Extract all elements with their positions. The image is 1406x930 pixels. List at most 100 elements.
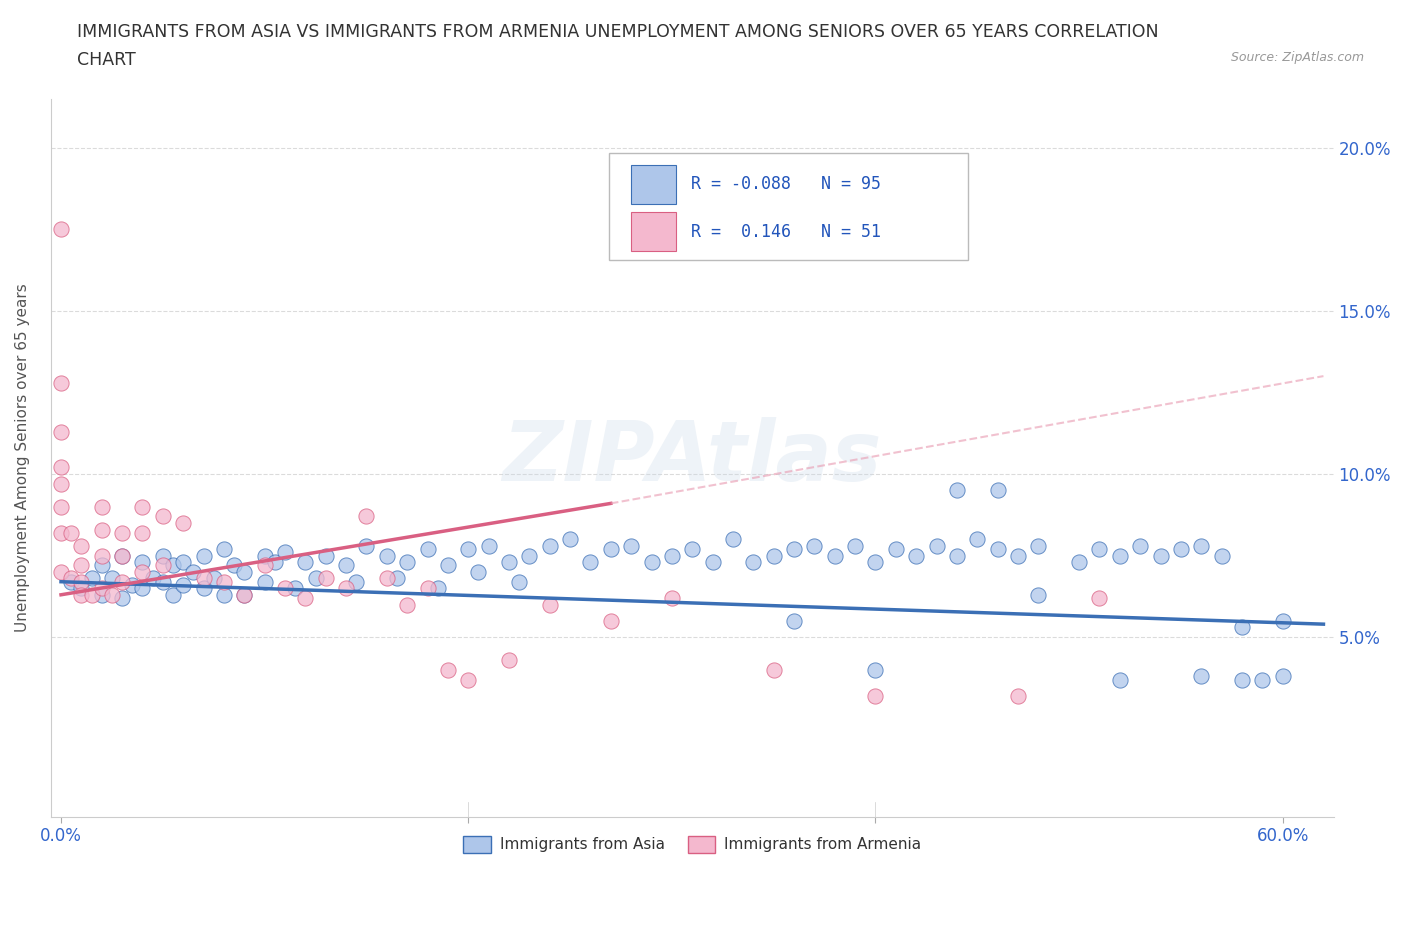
Point: [183, 565, 205, 579]
Point: [131, 525, 153, 540]
Point: [416, 581, 439, 596]
Text: R = -0.088   N = 95: R = -0.088 N = 95: [690, 175, 882, 193]
Point: [661, 591, 683, 605]
Point: [162, 588, 184, 603]
Point: [517, 548, 540, 563]
Point: [1007, 548, 1029, 563]
Point: [375, 571, 398, 586]
Point: [152, 509, 174, 524]
Point: [212, 588, 235, 603]
Point: [70, 581, 93, 596]
Point: [803, 538, 825, 553]
Point: [742, 554, 765, 569]
Point: [599, 541, 621, 556]
Point: [172, 578, 194, 592]
Point: [356, 509, 378, 524]
Point: [142, 571, 165, 586]
Point: [1088, 541, 1111, 556]
Point: [437, 662, 460, 677]
Point: [396, 554, 419, 569]
Point: [70, 538, 93, 553]
Point: [304, 571, 326, 586]
Point: [162, 558, 184, 573]
Point: [396, 597, 419, 612]
Point: [1088, 591, 1111, 605]
Point: [1251, 672, 1274, 687]
Point: [131, 554, 153, 569]
Point: [90, 522, 112, 537]
Point: [946, 483, 969, 498]
Point: [702, 554, 724, 569]
Point: [457, 672, 479, 687]
Text: CHART: CHART: [77, 51, 136, 69]
Point: [49, 222, 72, 237]
Point: [538, 597, 561, 612]
Point: [987, 483, 1010, 498]
Point: [783, 541, 806, 556]
Point: [1108, 548, 1130, 563]
Point: [824, 548, 846, 563]
Point: [49, 375, 72, 390]
Point: [1230, 672, 1253, 687]
Point: [1230, 620, 1253, 635]
Point: [1189, 669, 1212, 684]
Point: [49, 424, 72, 439]
Point: [661, 548, 683, 563]
Point: [946, 548, 969, 563]
Point: [253, 575, 276, 590]
Point: [884, 541, 907, 556]
Point: [1028, 538, 1050, 553]
Point: [599, 614, 621, 629]
Point: [844, 538, 866, 553]
Point: [90, 499, 112, 514]
Point: [131, 581, 153, 596]
Text: Source: ZipAtlas.com: Source: ZipAtlas.com: [1230, 51, 1364, 64]
Text: R =  0.146   N = 51: R = 0.146 N = 51: [690, 222, 882, 241]
Point: [49, 460, 72, 475]
Point: [101, 588, 124, 603]
Point: [558, 532, 581, 547]
Point: [1007, 688, 1029, 703]
Point: [1069, 554, 1091, 569]
Point: [335, 581, 357, 596]
Point: [1189, 538, 1212, 553]
Point: [233, 588, 256, 603]
Point: [966, 532, 988, 547]
Point: [498, 653, 520, 668]
Point: [762, 548, 785, 563]
Point: [335, 558, 357, 573]
Point: [70, 588, 93, 603]
Point: [385, 571, 408, 586]
Point: [212, 541, 235, 556]
Point: [193, 581, 215, 596]
Bar: [631, 165, 675, 204]
Point: [865, 662, 887, 677]
Point: [80, 588, 103, 603]
Point: [416, 541, 439, 556]
Point: [253, 548, 276, 563]
Point: [1028, 588, 1050, 603]
Point: [172, 554, 194, 569]
Point: [1211, 548, 1233, 563]
Point: [49, 476, 72, 491]
Point: [274, 581, 297, 596]
Point: [1271, 669, 1294, 684]
Point: [508, 575, 530, 590]
Point: [478, 538, 501, 553]
Point: [1170, 541, 1192, 556]
Point: [925, 538, 948, 553]
Point: [90, 588, 112, 603]
Point: [344, 575, 367, 590]
Point: [111, 525, 134, 540]
Point: [681, 541, 703, 556]
Point: [111, 548, 134, 563]
Legend: Immigrants from Asia, Immigrants from Armenia: Immigrants from Asia, Immigrants from Ar…: [457, 830, 928, 859]
Point: [865, 554, 887, 569]
Point: [49, 499, 72, 514]
Point: [294, 554, 316, 569]
Point: [172, 515, 194, 530]
Point: [233, 565, 256, 579]
Point: [987, 541, 1010, 556]
Point: [762, 662, 785, 677]
Y-axis label: Unemployment Among Seniors over 65 years: Unemployment Among Seniors over 65 years: [15, 284, 30, 632]
